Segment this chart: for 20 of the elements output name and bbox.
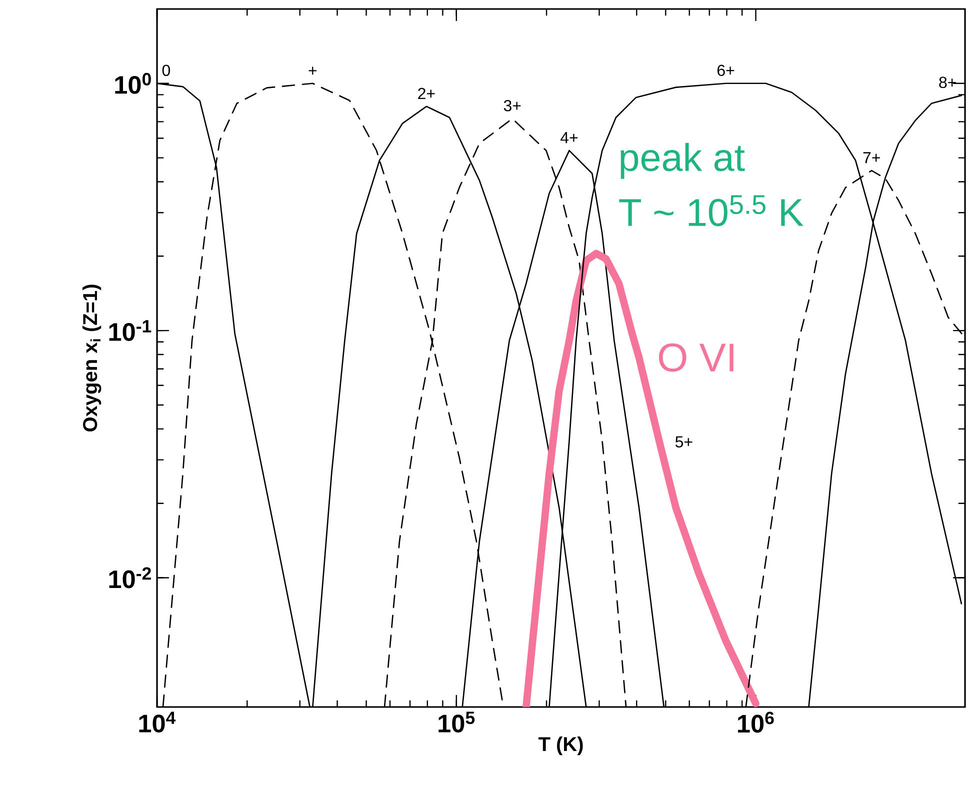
series-label: 4+ <box>560 132 578 144</box>
series-label: 0 <box>162 64 170 76</box>
y-tick-label: 10$^{-1}$ <box>109 320 152 341</box>
x-tick-label: 10$^{6}$ <box>738 712 774 733</box>
series-label: + <box>308 66 317 75</box>
series-label: 6+ <box>718 64 734 76</box>
legend-label: 8+ <box>939 76 956 88</box>
annotation: 5+ <box>675 436 692 448</box>
y-tick-label: 10$^{-2}$ <box>109 567 151 588</box>
series-label: 3+ <box>504 100 521 112</box>
series-label: 7+ <box>863 152 880 164</box>
x-axis-title: T (K) <box>538 736 583 756</box>
x-tick-label: 10$^{4}$ <box>139 712 176 733</box>
y-axis-title: Oxygen x$_{i}$ (Z=1) <box>82 284 102 432</box>
x-tick-label: 10$^{5}$ <box>438 712 475 733</box>
series-label: O VI <box>658 343 734 372</box>
annotation: peak at <box>620 142 745 179</box>
series-label: 2+ <box>418 88 435 100</box>
y-tick-label: 10$^{0}$ <box>115 72 151 94</box>
annotation: T ~ 10$^{5.5}$ K <box>619 195 804 226</box>
